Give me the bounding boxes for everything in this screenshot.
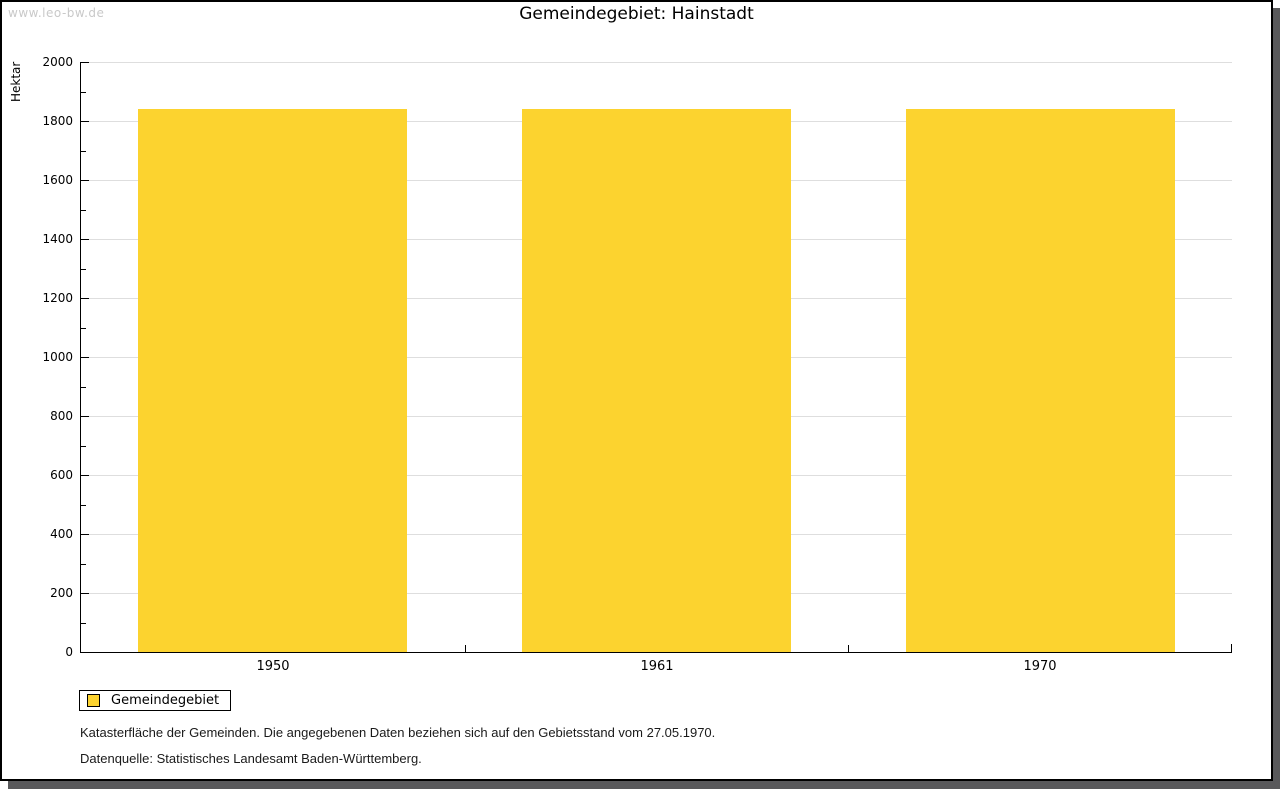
y-axis-tick-label: 1600 bbox=[42, 173, 73, 187]
y-axis-minor-tick bbox=[81, 92, 86, 93]
legend-swatch-icon bbox=[87, 694, 100, 707]
y-axis-tick-label: 400 bbox=[50, 527, 73, 541]
x-axis-tick-label: 1970 bbox=[1023, 659, 1057, 674]
y-axis-tick-label: 1800 bbox=[42, 114, 73, 128]
y-axis-minor-tick bbox=[81, 387, 86, 388]
y-axis-major-tick bbox=[81, 121, 89, 122]
x-axis-tick-label: 1961 bbox=[640, 659, 674, 674]
gridline bbox=[81, 62, 1232, 63]
y-axis-tick-label: 600 bbox=[50, 468, 73, 482]
footnote-datenquelle: Datenquelle: Statistisches Landesamt Bad… bbox=[80, 751, 422, 766]
y-axis-tick-label: 0 bbox=[65, 645, 73, 659]
y-axis-tick-label: 1000 bbox=[42, 350, 73, 364]
y-axis-major-tick bbox=[81, 180, 89, 181]
y-axis-tick-label: 200 bbox=[50, 586, 73, 600]
y-axis-major-tick bbox=[81, 357, 89, 358]
bar-1961 bbox=[522, 109, 791, 652]
legend: Gemeindegebiet bbox=[79, 690, 231, 711]
bar-1950 bbox=[138, 109, 407, 652]
y-axis-major-tick bbox=[81, 298, 89, 299]
legend-label: Gemeindegebiet bbox=[111, 693, 220, 708]
x-axis-boundary-tick bbox=[848, 645, 849, 652]
footnote-gebietsstand: Katasterfläche der Gemeinden. Die angege… bbox=[80, 725, 716, 740]
x-axis-end-tick bbox=[1231, 644, 1232, 652]
bar-1970 bbox=[906, 109, 1175, 652]
watermark: www.leo-bw.de bbox=[8, 6, 105, 20]
y-axis-major-tick bbox=[81, 416, 89, 417]
y-axis-minor-tick bbox=[81, 505, 86, 506]
y-axis-minor-tick bbox=[81, 328, 86, 329]
y-axis-minor-tick bbox=[81, 623, 86, 624]
x-axis-tick-label: 1950 bbox=[256, 659, 290, 674]
plot-area: 0 200 400 600 800 1000 1200 1400 1600 1800 2000 195… bbox=[42, 55, 1232, 674]
y-axis-minor-tick bbox=[81, 564, 86, 565]
y-axis-tick-label: 2000 bbox=[42, 55, 73, 69]
y-axis-title: Hektar bbox=[9, 61, 23, 102]
y-axis-tick-label: 1200 bbox=[42, 291, 73, 305]
y-axis-minor-tick bbox=[81, 269, 86, 270]
y-axis-major-tick bbox=[81, 62, 89, 63]
y-axis-tick-label: 1400 bbox=[42, 232, 73, 246]
y-axis-major-tick bbox=[81, 475, 89, 476]
x-axis-boundary-tick bbox=[465, 645, 466, 652]
page-title: Gemeindegebiet: Hainstadt bbox=[519, 4, 754, 24]
y-axis-major-tick bbox=[81, 534, 89, 535]
y-axis-minor-tick bbox=[81, 210, 86, 211]
y-axis-major-tick bbox=[81, 593, 89, 594]
y-axis-minor-tick bbox=[81, 151, 86, 152]
y-axis-major-tick bbox=[81, 239, 89, 240]
y-axis-tick-label: 800 bbox=[50, 409, 73, 423]
y-axis-minor-tick bbox=[81, 446, 86, 447]
